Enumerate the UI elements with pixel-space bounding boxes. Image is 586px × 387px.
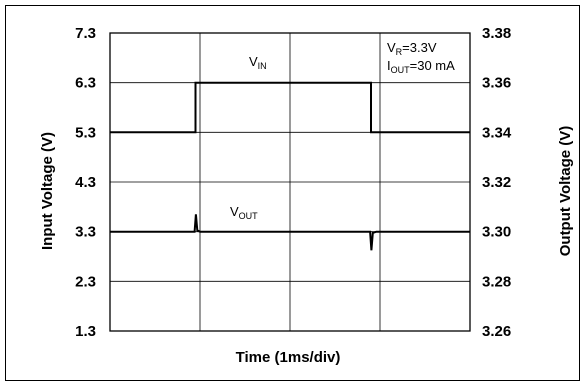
grid xyxy=(110,33,470,331)
chart-frame xyxy=(5,5,580,381)
annotation-vr: VR=3.3V xyxy=(387,40,437,57)
right-axis-ticks: 3.38 3.36 3.34 3.32 3.30 3.28 3.26 xyxy=(482,25,512,340)
left-tick-label: 7.3 xyxy=(75,25,96,42)
right-tick-label: 3.34 xyxy=(482,124,512,141)
right-tick-label: 3.28 xyxy=(482,273,511,290)
annotation-iout: IOUT=30 mA xyxy=(387,58,455,75)
left-axis-ticks: 7.3 6.3 5.3 4.3 3.3 2.3 1.3 xyxy=(75,25,96,340)
series-lines xyxy=(110,81,470,251)
y-axis-left-label: Input Voltage (V) xyxy=(39,132,56,250)
right-tick-label: 3.36 xyxy=(482,75,511,92)
right-tick-label: 3.32 xyxy=(482,174,511,191)
left-tick-label: 4.3 xyxy=(75,174,96,191)
series-line-vin xyxy=(110,81,470,134)
x-axis-label: Time (1ms/div) xyxy=(236,349,341,366)
right-tick-label: 3.30 xyxy=(482,224,511,241)
series-label-vin: VIN xyxy=(249,54,267,71)
right-tick-label: 3.38 xyxy=(482,25,511,42)
left-tick-label: 1.3 xyxy=(75,323,96,340)
series-label-vout: VOUT xyxy=(230,204,258,221)
left-tick-label: 3.3 xyxy=(75,224,96,241)
series-line-vout xyxy=(110,214,470,251)
left-tick-label: 5.3 xyxy=(75,124,96,141)
left-tick-label: 6.3 xyxy=(75,75,96,92)
right-tick-label: 3.26 xyxy=(482,323,511,340)
y-axis-right-label: Output Voltage (V) xyxy=(557,126,574,257)
left-tick-label: 2.3 xyxy=(75,273,96,290)
plot-area xyxy=(109,32,471,332)
